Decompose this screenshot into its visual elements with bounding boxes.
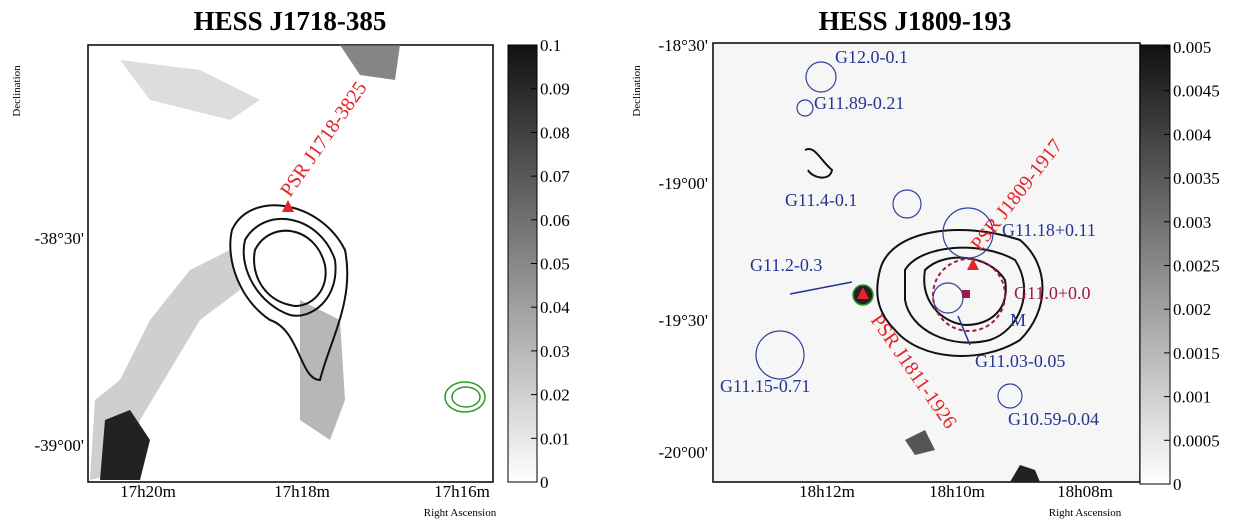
y-tick-label: -38°30' [34,229,84,248]
colorbar-tick-label: 0.001 [1173,388,1211,407]
annotation: G11.15-0.71 [720,376,810,396]
right-map [712,42,1171,485]
colorbar-tick-label: 0.002 [1173,300,1211,319]
x-tick-label: 17h20m [120,482,176,501]
colorbar-tick-label: 0.05 [540,255,570,274]
x-tick-label: 17h18m [274,482,330,501]
colorbar-tick-label: 0.04 [540,298,570,317]
left-map [87,44,538,483]
colorbar-tick-label: 0.09 [540,80,570,99]
colorbar-tick-label: 0.07 [540,167,570,186]
y-tick-label: -19°30' [658,311,708,330]
colorbar-tick-label: 0.1 [540,36,561,55]
colorbar-tick-label: 0.01 [540,429,570,448]
annotation: G11.4-0.1 [785,190,857,210]
y-axis-label: Declination [11,65,23,117]
panel-title: HESS J1718-385 [194,6,387,36]
colorbar-tick-label: 0.08 [540,123,570,142]
x-axis-label: Right Ascension [1049,507,1122,519]
annotation: G11.0+0.0 [1014,283,1090,303]
x-tick-label: 18h10m [929,482,985,501]
x-axis-label: Right Ascension [424,507,497,519]
y-tick-label: -19°00' [658,174,708,193]
annotation: M [1010,310,1026,330]
x-tick-label: 18h08m [1057,482,1113,501]
annotation: G11.89-0.21 [814,93,904,113]
annotation: G10.59-0.04 [1008,409,1099,429]
colorbar-tick-label: 0 [1173,475,1182,494]
y-axis-label: Declination [631,65,643,117]
colorbar-tick-label: 0.0005 [1173,431,1220,450]
colorbar-tick-label: 0.0015 [1173,344,1220,363]
x-tick-label: 17h16m [434,482,490,501]
annotation: G11.03-0.05 [975,351,1065,371]
y-tick-label: -39°00' [34,436,84,455]
colorbar-tick-label: 0 [540,473,549,492]
y-tick-label: -20°00' [658,443,708,462]
colorbar-tick-label: 0.005 [1173,38,1211,57]
y-tick-label: -18°30' [658,36,708,55]
panel-title: HESS J1809-193 [819,6,1012,36]
colorbar-tick-label: 0.02 [540,386,570,405]
annotation: G12.0-0.1 [835,47,908,67]
colorbar-tick-label: 0.06 [540,211,570,230]
colorbar-tick-label: 0.004 [1173,125,1212,144]
colorbar-tick-label: 0.0045 [1173,82,1220,101]
x-tick-label: 18h12m [799,482,855,501]
annotation: G11.18+0.11 [1002,220,1096,240]
colorbar-tick-label: 0.0025 [1173,257,1220,276]
colorbar-tick-label: 0.03 [540,342,570,361]
colorbar-tick-label: 0.003 [1173,213,1211,232]
annotation: G11.2-0.3 [750,255,822,275]
colorbar-tick-label: 0.0035 [1173,169,1220,188]
